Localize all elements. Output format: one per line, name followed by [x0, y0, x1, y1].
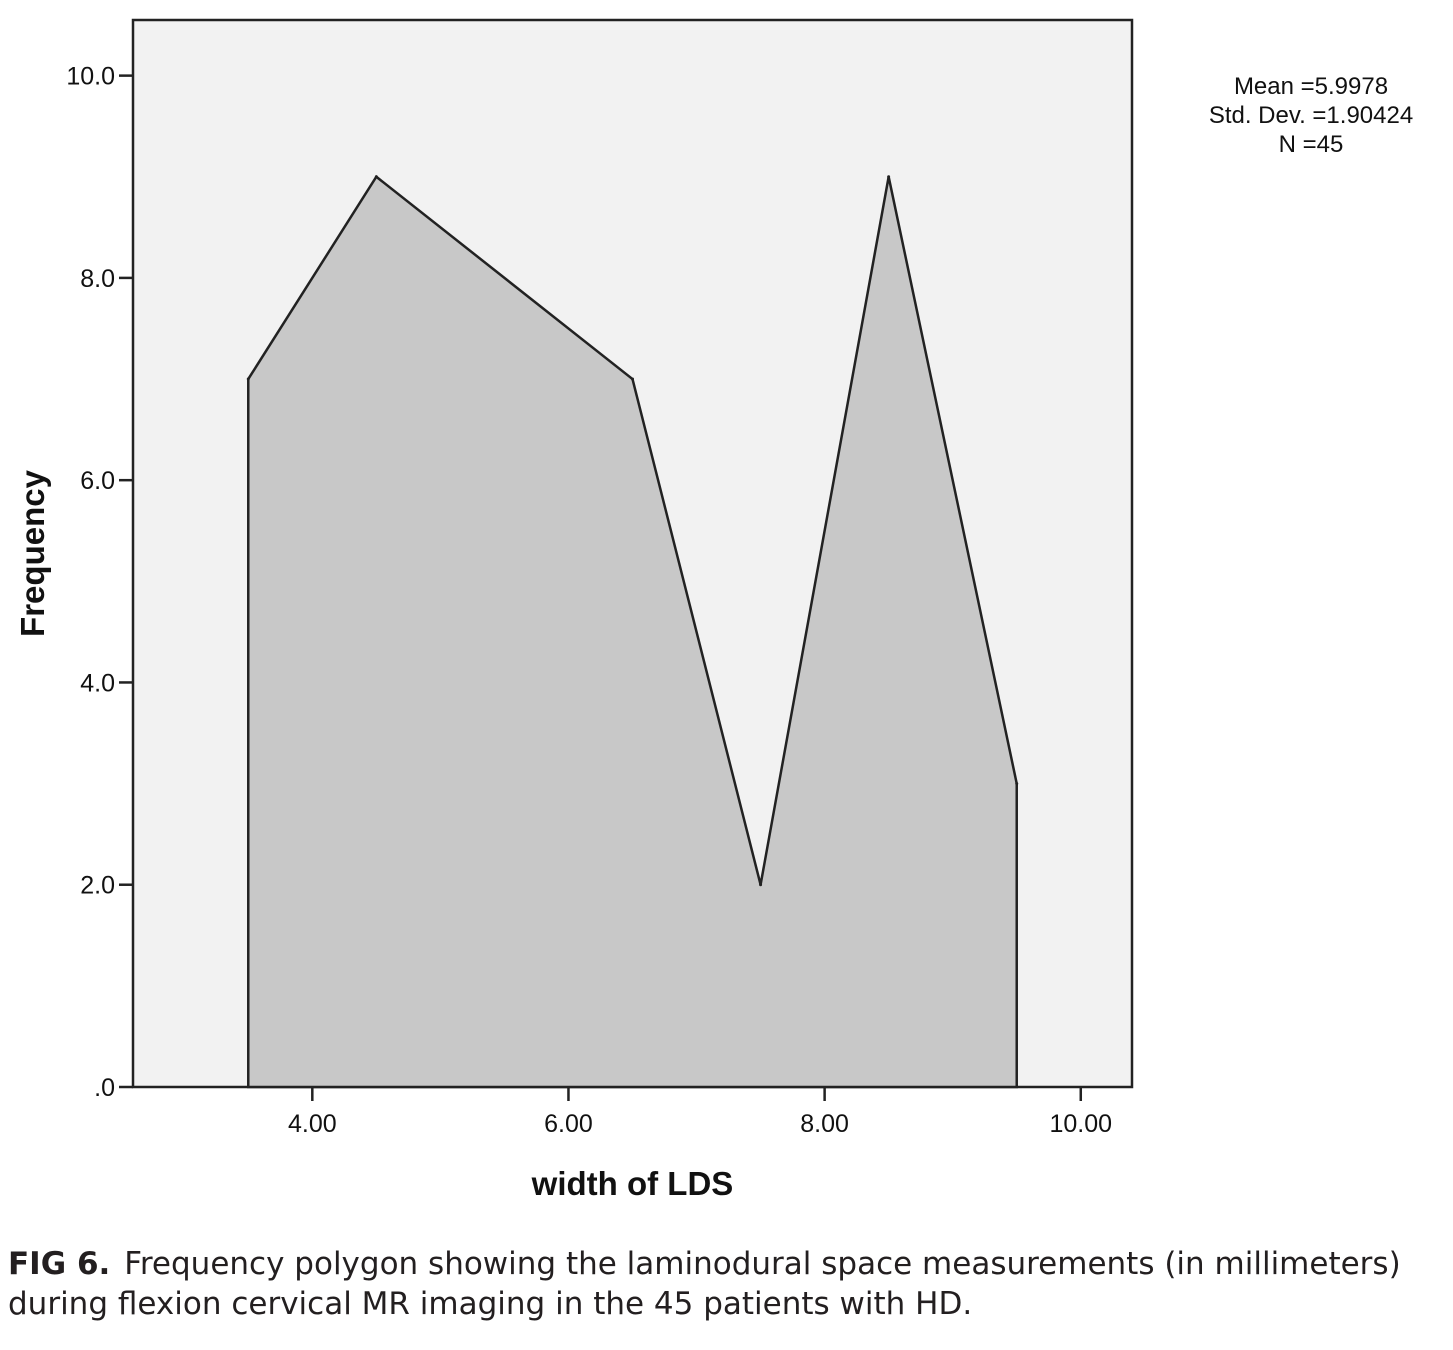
y-tick-label: 4.0 [80, 669, 115, 697]
y-tick-label: 10.0 [66, 63, 115, 91]
y-axis-title: Frequency [14, 469, 51, 637]
y-tick-label: 6.0 [80, 467, 115, 495]
y-tick-label: 8.0 [80, 265, 115, 293]
caption-label: FIG 6. [8, 1246, 111, 1282]
x-axis-title: width of LDS [531, 1165, 734, 1202]
x-tick-label: 10.00 [1049, 1110, 1112, 1138]
x-tick-label: 4.00 [288, 1110, 337, 1138]
data-point [887, 175, 891, 179]
data-point [374, 175, 378, 179]
x-tick-label: 6.00 [544, 1110, 593, 1138]
stats-mean: Mean =5.9978 [1234, 73, 1388, 100]
caption-text: Frequency polygon showing the laminodura… [8, 1246, 1401, 1322]
data-point [759, 883, 763, 887]
data-point [631, 377, 634, 381]
frequency-polygon-chart: .0 2.0 4.0 6.0 8.0 10.0 4.00 6.00 8.00 10.00 Freq… [14, 18, 1413, 1202]
data-point [1015, 782, 1019, 786]
x-tick-label: 8.00 [800, 1110, 849, 1138]
y-tick-label: .0 [94, 1074, 115, 1102]
stats-n: N =45 [1279, 131, 1344, 158]
data-point [246, 377, 250, 381]
y-tick-label: 2.0 [80, 872, 115, 900]
figure-caption: FIG 6. Frequency polygon showing the lami… [8, 1244, 1448, 1324]
stats-std-dev: Std. Dev. =1.90424 [1209, 102, 1413, 129]
